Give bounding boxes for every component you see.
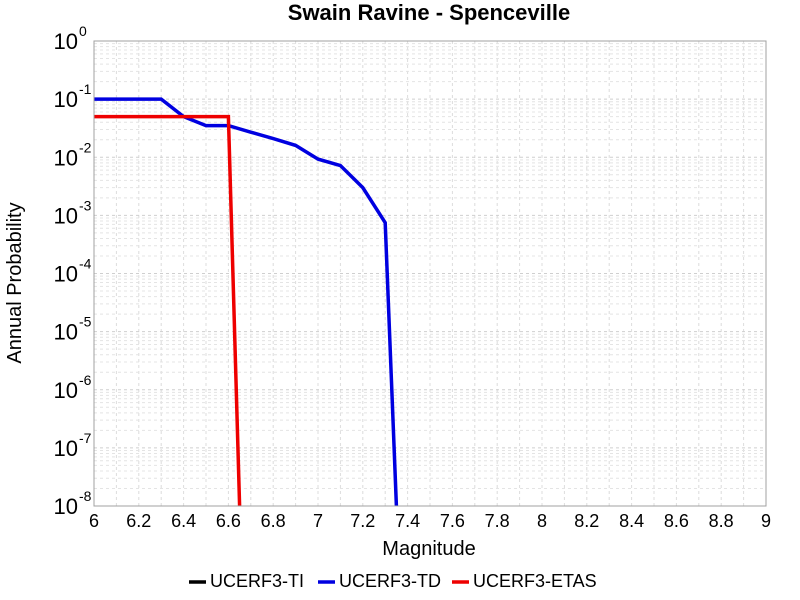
x-tick-label: 9 — [761, 511, 771, 531]
y-tick-label: 10 — [54, 436, 78, 461]
y-tick-exponent: -4 — [79, 256, 92, 272]
y-tick-label: 10 — [54, 320, 78, 345]
series-line-ucerf3-etas — [94, 114, 242, 507]
y-tick-label: 10 — [54, 29, 78, 54]
x-tick-label: 7.2 — [350, 511, 375, 531]
x-tick-label: 8 — [537, 511, 547, 531]
x-tick-label: 7.4 — [395, 511, 420, 531]
x-tick-label: 7.6 — [440, 511, 465, 531]
chart-title: Swain Ravine - Spenceville — [288, 0, 570, 25]
x-tick-label: 8.2 — [574, 511, 599, 531]
y-tick-exponent: -2 — [79, 139, 92, 155]
plot-frame — [93, 40, 767, 507]
legend: UCERF3-TI UCERF3-TD UCERF3-ETAS — [189, 571, 597, 591]
x-tick-label: 8.6 — [664, 511, 689, 531]
y-tick-exponent: -3 — [79, 197, 92, 213]
x-tick-label: 6.8 — [261, 511, 286, 531]
y-axis-label: Annual Probability — [4, 202, 26, 363]
y-tick-exponent: -6 — [79, 372, 92, 388]
y-tick-label: 10 — [54, 87, 78, 112]
y-tick-exponent: 0 — [79, 23, 87, 39]
x-axis-ticks: 6 6.2 6.4 6.6 6.8 7 7.2 7.4 7.6 7.8 8 8.2 8.4 8.6 8.8 9 — [89, 511, 771, 531]
plot-border — [93, 40, 767, 507]
x-tick-label: 6.2 — [126, 511, 151, 531]
x-tick-label: 7 — [313, 511, 323, 531]
y-tick-exponent: -7 — [79, 430, 92, 446]
y-tick-label: 10 — [54, 145, 78, 170]
y-tick-exponent: -5 — [79, 314, 92, 330]
x-tick-label: 6.6 — [216, 511, 241, 531]
legend-label-ucerf3-td: UCERF3-TD — [339, 571, 441, 591]
y-tick-exponent: -8 — [79, 488, 92, 504]
x-tick-label: 8.8 — [709, 511, 734, 531]
grid — [93, 41, 767, 507]
y-tick-label: 10 — [54, 262, 78, 287]
x-axis-label: Magnitude — [382, 538, 475, 560]
x-tick-label: 6 — [89, 511, 99, 531]
legend-label-ucerf3-ti: UCERF3-TI — [210, 571, 304, 591]
legend-label-ucerf3-etas: UCERF3-ETAS — [473, 571, 597, 591]
series-layer — [94, 97, 399, 507]
y-tick-exponent: -1 — [79, 81, 92, 97]
y-tick-label: 10 — [54, 378, 78, 403]
x-tick-label: 7.8 — [485, 511, 510, 531]
y-tick-label: 10 — [54, 494, 78, 519]
x-tick-label: 6.4 — [171, 511, 196, 531]
y-tick-label: 10 — [54, 203, 78, 228]
x-tick-label: 8.4 — [619, 511, 644, 531]
